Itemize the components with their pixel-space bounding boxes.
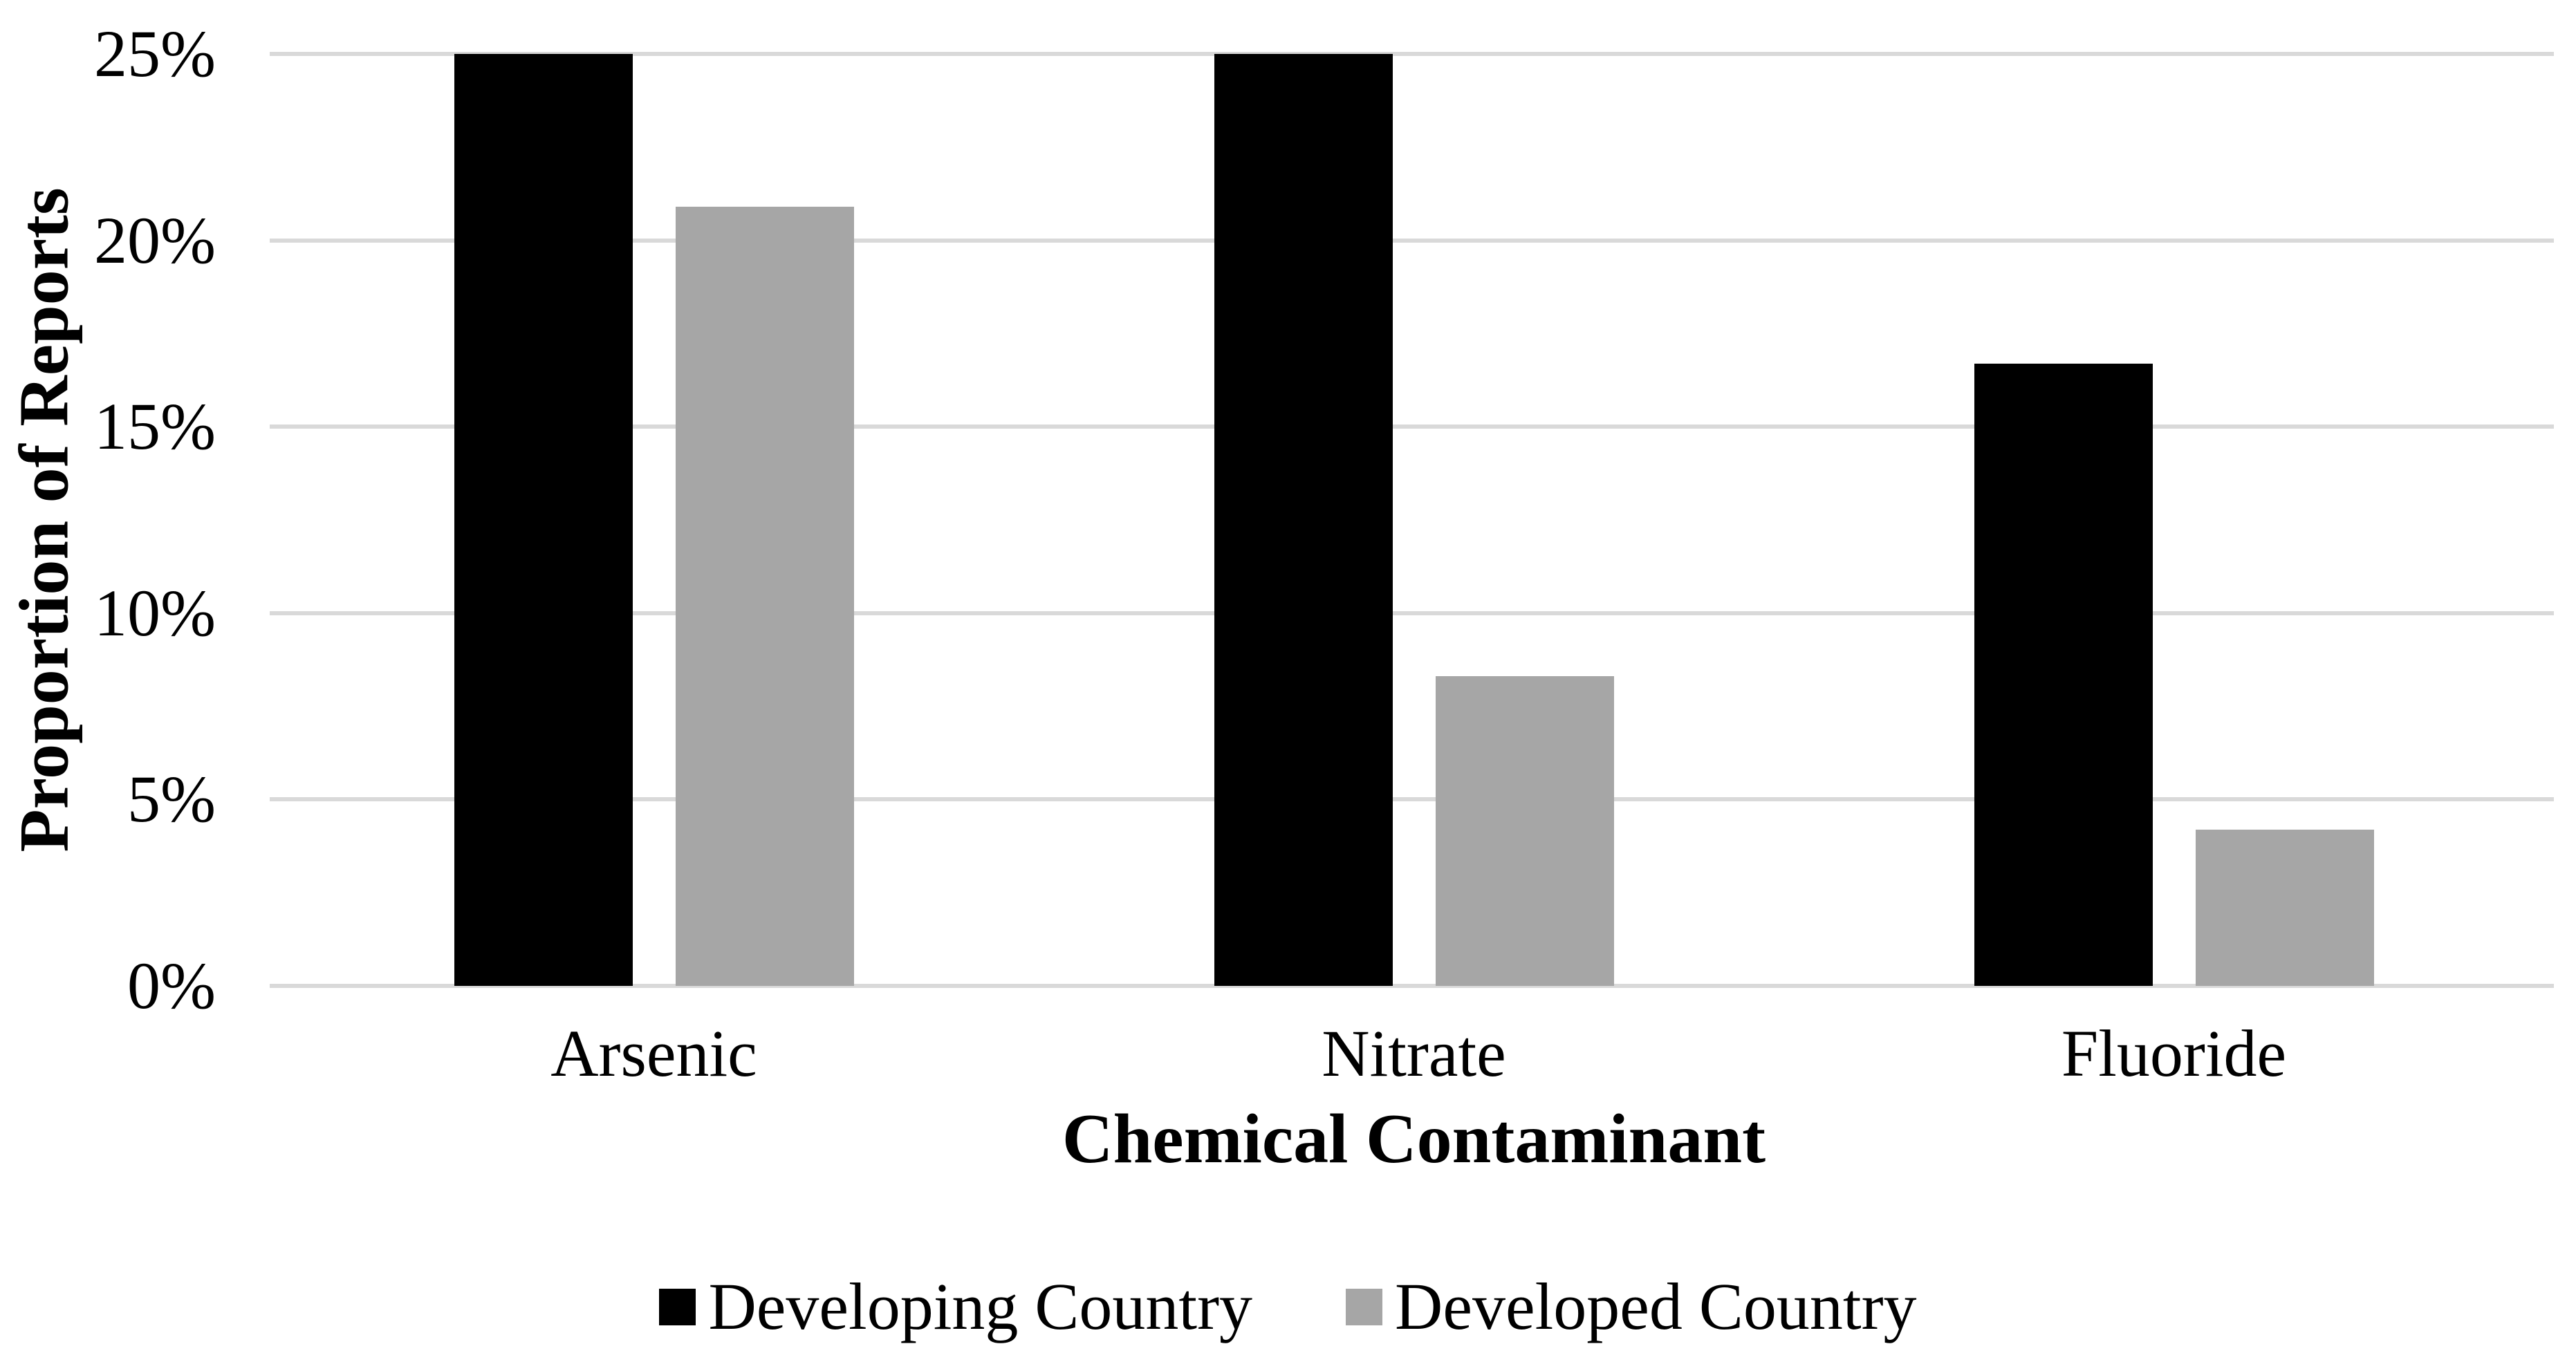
- bar-developed-arsenic: [675, 207, 854, 986]
- y-tick-label-15%: 15%: [94, 389, 216, 464]
- y-tick-label-20%: 20%: [94, 203, 216, 277]
- gridline-25%: [270, 52, 2554, 56]
- bar-developing-fluoride: [1974, 363, 2153, 986]
- gridline-20%: [270, 238, 2554, 243]
- legend-swatch-developing-country-icon: [659, 1288, 696, 1325]
- y-tick-label-5%: 5%: [127, 762, 216, 837]
- legend-item-developing-country: Developing Country: [659, 1265, 1252, 1348]
- gridline-0%: [270, 984, 2554, 988]
- gridline-5%: [270, 797, 2554, 802]
- y-tick-label-10%: 10%: [94, 575, 216, 650]
- x-category-label-arsenic: Arsenic: [550, 1016, 757, 1090]
- x-category-label-fluoride: Fluoride: [2061, 1016, 2287, 1090]
- bar-developed-nitrate: [1435, 676, 1614, 986]
- legend-swatch-developed-country-icon: [1346, 1288, 1383, 1325]
- y-axis-title: Proportion of Reports: [5, 187, 84, 852]
- legend-label-developing-country: Developing Country: [708, 1269, 1253, 1343]
- bar-developing-nitrate: [1214, 54, 1393, 986]
- legend-label-developed-country: Developed Country: [1395, 1269, 1917, 1343]
- x-category-label-nitrate: Nitrate: [1322, 1016, 1506, 1090]
- gridline-10%: [270, 610, 2554, 615]
- bar-developing-arsenic: [454, 54, 633, 986]
- y-tick-label-25%: 25%: [94, 17, 216, 91]
- y-tick-label-0%: 0%: [127, 949, 216, 1023]
- plot-area: [270, 52, 2554, 988]
- gridline-15%: [270, 425, 2554, 429]
- x-axis-title: Chemical Contaminant: [1062, 1100, 1766, 1178]
- legend: Developing Country Developed Country: [0, 1262, 2576, 1352]
- legend-item-developed-country: Developed Country: [1346, 1265, 1917, 1348]
- bar-developed-fluoride: [2195, 829, 2374, 986]
